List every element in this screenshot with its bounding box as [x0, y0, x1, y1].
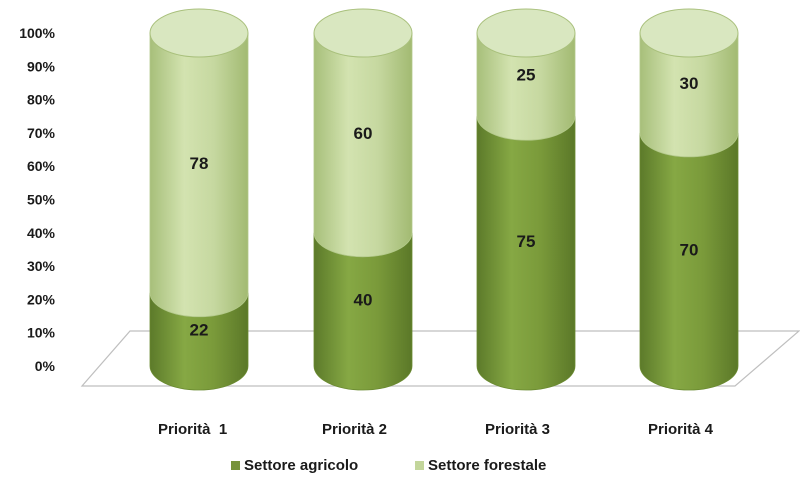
bar-segment [149, 32, 249, 318]
y-tick-label: 10% [27, 325, 56, 341]
x-tick-label: Priorità 2 [322, 421, 387, 438]
bars: 22 78 40 60 75 25 70 30 [149, 8, 739, 391]
legend: Settore agricolo Settore forestale [231, 457, 546, 474]
legend-swatch [415, 461, 424, 470]
y-tick-label: 80% [27, 92, 56, 108]
legend-swatch [231, 461, 240, 470]
y-tick-label: 70% [27, 125, 56, 141]
bar-top-cap [149, 8, 249, 58]
y-tick-label: 0% [35, 358, 56, 374]
y-axis: 0% 10% 20% 30% 40% 50% 60% 70% 80% 90% 100% [19, 25, 55, 374]
data-label: 30 [680, 74, 699, 93]
bar-group: 40 60 [313, 8, 413, 391]
bar-top-cap [639, 8, 739, 58]
bar-group: 70 30 [639, 8, 739, 391]
x-tick-label: Priorità 3 [485, 421, 550, 438]
bar-group: 75 25 [476, 8, 576, 391]
legend-label: Settore forestale [428, 457, 546, 474]
y-tick-label: 60% [27, 158, 56, 174]
y-tick-label: 90% [27, 58, 56, 74]
legend-item: Settore agricolo [231, 457, 358, 474]
y-tick-label: 20% [27, 291, 56, 307]
legend-item: Settore forestale [415, 457, 546, 474]
data-label: 22 [190, 320, 209, 339]
bar-group: 22 78 [149, 8, 249, 391]
x-tick-label: Priorità 1 [158, 421, 227, 438]
bar-segment [313, 32, 413, 258]
bar-top-cap [476, 8, 576, 58]
y-tick-label: 50% [27, 192, 56, 208]
y-tick-label: 30% [27, 258, 56, 274]
data-label: 78 [190, 154, 209, 173]
data-label: 60 [354, 124, 373, 143]
x-axis: Priorità 1 Priorità 2 Priorità 3 Priorità 4 [158, 421, 714, 438]
data-label: 70 [680, 240, 699, 259]
bar-segment [476, 116, 576, 391]
y-tick-label: 40% [27, 225, 56, 241]
bar-top-cap [313, 8, 413, 58]
y-tick-label: 100% [19, 25, 55, 41]
x-tick-label: Priorità 4 [648, 421, 714, 438]
data-label: 25 [517, 66, 536, 85]
bar-segment [639, 132, 739, 391]
data-label: 75 [517, 232, 536, 251]
data-label: 40 [354, 290, 373, 309]
legend-label: Settore agricolo [244, 457, 358, 474]
